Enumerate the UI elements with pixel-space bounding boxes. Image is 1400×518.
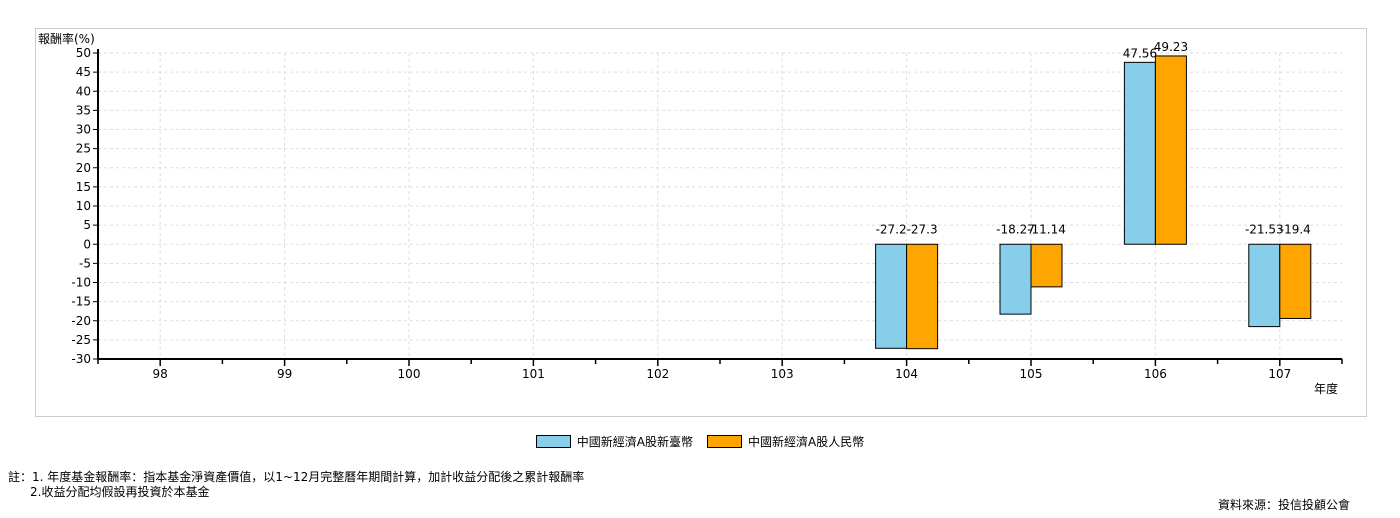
y-tick-label: 0: [83, 237, 91, 251]
bar-series-2: [1030, 243, 1063, 288]
data-label: -11.14: [1027, 222, 1066, 236]
bar-series-2: [906, 243, 939, 350]
x-tick-label: 105: [1020, 367, 1043, 381]
y-tick-label: -15: [71, 295, 91, 309]
legend-swatch-series-2: [707, 435, 742, 448]
data-label: -19.4: [1280, 222, 1311, 236]
y-tick-label: 50: [76, 46, 91, 60]
legend-swatch-series-1: [535, 435, 571, 448]
bar-series-1: [1123, 61, 1156, 245]
bar-series-1: [1248, 243, 1281, 328]
y-axis-title: 報酬率(%): [38, 31, 95, 46]
y-tick-label: 20: [76, 161, 91, 175]
data-label: -18.27: [996, 222, 1035, 236]
x-tick-label: 101: [522, 367, 545, 381]
y-tick-label: 40: [76, 84, 91, 98]
legend-item-series-2: 中國新經濟A股人民幣: [707, 433, 864, 450]
data-label: -27.3: [907, 222, 938, 236]
x-tick-label: 102: [646, 367, 669, 381]
y-tick-label: 15: [76, 180, 91, 194]
legend-item-series-1: 中國新經濟A股新臺幣: [535, 433, 693, 450]
y-tick-label: 10: [76, 199, 91, 213]
bar-series-1: [875, 243, 908, 349]
data-label: 47.56: [1123, 46, 1157, 60]
chart-area: 50 45 40 35 30 25 20 15 10 5 0 -5 -10 -15 -20 -25 -30 98 9…: [35, 28, 1367, 417]
y-tick-label: -20: [71, 314, 91, 328]
y-tick-label: 25: [76, 142, 91, 156]
data-label: -27.2: [876, 222, 907, 236]
y-tick-label: 30: [76, 123, 91, 137]
y-tick-label: -5: [79, 256, 91, 270]
footnote-line-1: 註：1. 年度基金報酬率：指本基金淨資產價值，以1~12月完整曆年期間計算，加計…: [8, 470, 585, 484]
x-axis-title: 年度: [1314, 381, 1338, 396]
y-tick-label: 35: [76, 103, 91, 117]
footnote-line-2: 2.收益分配均假設再投資於本基金: [30, 485, 210, 499]
x-tick-label: 106: [1144, 367, 1167, 381]
x-tick-label: 99: [277, 367, 292, 381]
x-tick-label: 104: [895, 367, 918, 381]
data-source: 資料來源：投信投顧公會: [1217, 498, 1350, 512]
y-tick-label: 5: [83, 218, 91, 232]
y-tick-label: -25: [71, 333, 91, 347]
x-tick-label: 107: [1268, 367, 1291, 381]
data-label: -21.53: [1245, 222, 1284, 236]
y-tick-label: -10: [71, 276, 91, 290]
bar-series-1: [999, 243, 1032, 315]
x-tick-label: 103: [771, 367, 794, 381]
legend: 中國新經濟A股新臺幣 中國新經濟A股人民幣: [0, 433, 1400, 450]
legend-label-series-1: 中國新經濟A股新臺幣: [576, 435, 693, 449]
data-label: 49.23: [1154, 40, 1188, 54]
y-tick-label: -30: [71, 352, 91, 366]
footnotes: 註：1. 年度基金報酬率：指本基金淨資產價值，以1~12月完整曆年期間計算，加計…: [8, 470, 584, 500]
bar-series-2: [1279, 243, 1312, 319]
x-tick-label: 98: [153, 367, 168, 381]
legend-label-series-2: 中國新經濟A股人民幣: [748, 435, 865, 449]
bar-series-2: [1154, 55, 1187, 245]
y-tick-label: 45: [76, 65, 91, 79]
x-tick-label: 100: [398, 367, 421, 381]
